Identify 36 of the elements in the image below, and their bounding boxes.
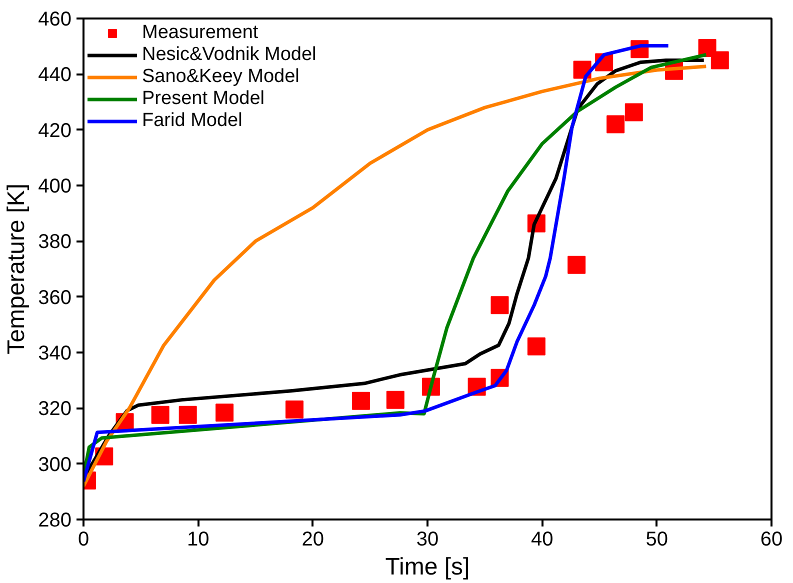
- point: [285, 400, 304, 419]
- point: [178, 406, 197, 424]
- legend-label: Present Model: [142, 88, 265, 110]
- x-tick-label: 50: [646, 528, 668, 550]
- x-tick-label: 60: [760, 528, 783, 550]
- x-tick-label: 30: [416, 528, 439, 550]
- legend-label: Measurement: [142, 22, 258, 44]
- x-tick-label: 0: [78, 528, 90, 550]
- x-tick-label: 40: [531, 528, 554, 550]
- y-tick-label: 420: [38, 120, 72, 142]
- x-tick-label: 20: [302, 528, 324, 550]
- point: [151, 406, 170, 424]
- legend-label: Farid Model: [142, 110, 242, 132]
- y-tick-label: 340: [38, 342, 72, 364]
- point: [624, 103, 643, 122]
- y-tick-label: 300: [38, 454, 72, 476]
- y-tick-label: 380: [38, 231, 72, 254]
- y-axis-title: Temperature [K]: [3, 184, 30, 354]
- y-tick-label: 460: [38, 8, 72, 30]
- point: [568, 256, 586, 274]
- point: [386, 390, 404, 409]
- y-tick-label: 440: [38, 64, 72, 86]
- point: [490, 296, 509, 314]
- x-tick-label: 10: [187, 528, 210, 550]
- legend-label: Nesic&Vodnik Model: [142, 44, 316, 66]
- point: [352, 392, 370, 410]
- point: [606, 115, 625, 134]
- legend-label: Sano&Keey Model: [142, 66, 300, 88]
- y-tick-label: 280: [38, 510, 72, 532]
- point: [527, 337, 546, 356]
- point: [710, 51, 729, 70]
- y-tick-label: 400: [38, 176, 72, 198]
- y-tick-label: 360: [38, 286, 72, 309]
- y-tick-label: 320: [38, 398, 72, 420]
- x-axis-title: Time [s]: [385, 554, 470, 580]
- point: [216, 404, 234, 422]
